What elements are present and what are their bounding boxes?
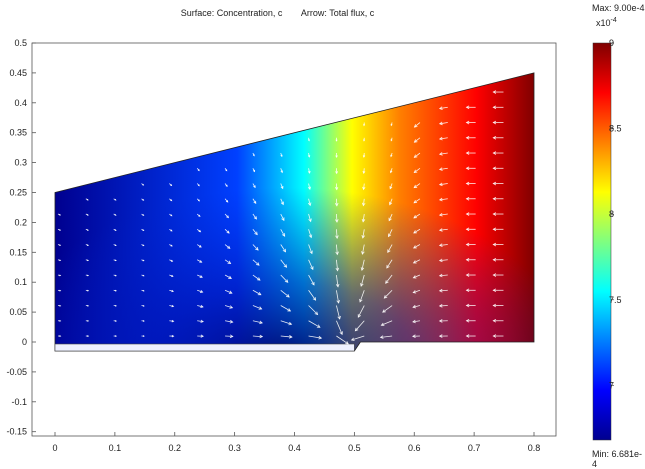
colorbar-tick-label: 7.5: [609, 295, 622, 305]
colorbar-min-label: Min: 6.681e-4: [592, 449, 645, 469]
colorbar-tick-label: 9: [609, 38, 614, 48]
x-tick-label: 0.5: [348, 443, 361, 453]
colorbar-exponent: x10-4: [596, 17, 617, 28]
y-tick-label: -0.05: [6, 367, 27, 377]
x-tick-label: 0.8: [528, 443, 541, 453]
x-tick-label: 0.7: [468, 443, 481, 453]
x-tick-label: 0.3: [228, 443, 241, 453]
x-axis-ticks: 0 0.1 0.2 0.3 0.4 0.5 0.6 0.7 0.8: [52, 432, 540, 453]
colorbar-tick-label: 7: [609, 380, 614, 390]
y-tick-label: 0.4: [14, 98, 27, 108]
y-tick-label: 0.5: [14, 38, 27, 48]
y-tick-label: 0.35: [9, 128, 27, 138]
concentration-surface: [55, 67, 534, 354]
y-tick-label: -0.1: [11, 397, 27, 407]
colorbar-tick-label: 8.5: [609, 124, 622, 134]
y-tick-label: 0.3: [14, 158, 27, 168]
y-tick-label: 0.2: [14, 217, 27, 227]
y-tick-label: 0.25: [9, 188, 27, 198]
y-tick-label: 0.15: [9, 247, 27, 257]
y-axis-ticks: 0.5 0.45 0.4 0.35 0.3 0.25 0.2 0.15 0.1 0.05 0 -0.0…: [6, 38, 36, 437]
colorbar-max-label: Max: 9.00e-4: [592, 3, 645, 13]
y-tick-label: 0.05: [9, 307, 27, 317]
x-tick-label: 0.6: [408, 443, 421, 453]
y-tick-label: 0.1: [14, 277, 27, 287]
bottom-boundary-strip: [55, 344, 354, 351]
y-tick-label: 0.45: [9, 68, 27, 78]
x-tick-label: 0: [52, 443, 57, 453]
y-tick-label: 0: [22, 337, 27, 347]
colorbar-tick-label: 8: [609, 209, 614, 219]
x-tick-label: 0.2: [168, 443, 181, 453]
x-tick-label: 0.4: [288, 443, 301, 453]
y-tick-label: -0.15: [6, 427, 27, 437]
x-tick-label: 0.1: [109, 443, 122, 453]
